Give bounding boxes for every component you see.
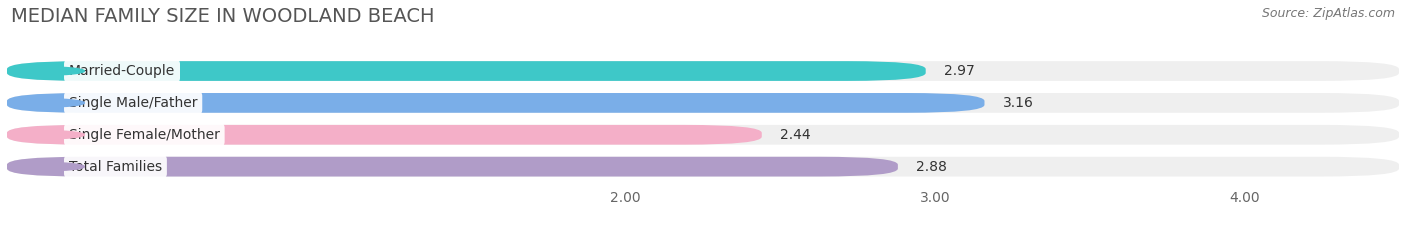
Text: Single Female/Mother: Single Female/Mother: [69, 128, 219, 142]
Text: 3.16: 3.16: [1002, 96, 1033, 110]
Text: 2.88: 2.88: [917, 160, 948, 174]
Circle shape: [4, 99, 84, 107]
Text: Married-Couple: Married-Couple: [69, 64, 176, 78]
FancyBboxPatch shape: [7, 93, 1399, 113]
Text: 2.44: 2.44: [780, 128, 811, 142]
Text: Source: ZipAtlas.com: Source: ZipAtlas.com: [1261, 7, 1395, 20]
FancyBboxPatch shape: [7, 61, 1399, 81]
Text: MEDIAN FAMILY SIZE IN WOODLAND BEACH: MEDIAN FAMILY SIZE IN WOODLAND BEACH: [11, 7, 434, 26]
Text: 2.97: 2.97: [945, 64, 974, 78]
FancyBboxPatch shape: [7, 125, 1399, 145]
Circle shape: [4, 67, 84, 75]
FancyBboxPatch shape: [7, 61, 925, 81]
FancyBboxPatch shape: [7, 157, 898, 177]
FancyBboxPatch shape: [7, 93, 984, 113]
Text: Single Male/Father: Single Male/Father: [69, 96, 197, 110]
FancyBboxPatch shape: [7, 125, 762, 145]
FancyBboxPatch shape: [7, 157, 1399, 177]
Text: Total Families: Total Families: [69, 160, 162, 174]
Circle shape: [4, 131, 84, 139]
Circle shape: [4, 162, 84, 171]
